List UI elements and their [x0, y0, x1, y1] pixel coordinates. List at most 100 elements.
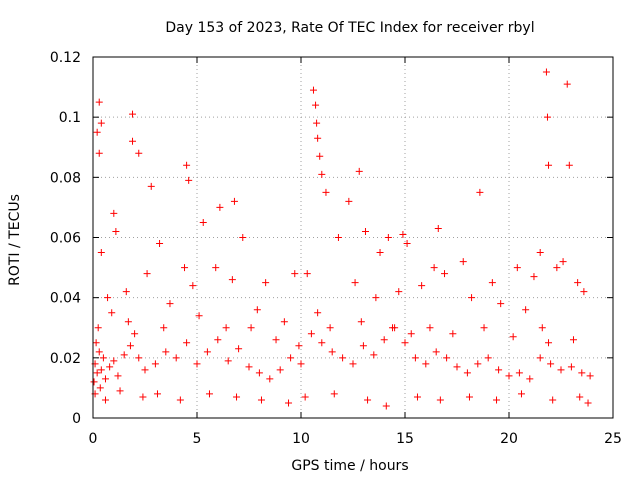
data-point — [303, 270, 311, 278]
data-point — [106, 363, 114, 371]
data-point — [559, 258, 567, 266]
data-point — [430, 264, 438, 272]
data-point — [480, 324, 488, 332]
axis-ticks: 0 5 10 15 20 25 0 0.02 0.04 0.06 0.08 0.1 0.12 — [50, 50, 622, 447]
data-point — [96, 384, 104, 392]
data-point — [110, 209, 118, 217]
data-point — [372, 294, 380, 302]
data-point — [330, 390, 338, 398]
chart-title: Day 153 of 2023, Rate Of TEC Index for r… — [165, 20, 534, 36]
data-point — [104, 294, 112, 302]
y-tick-label: 0.02 — [50, 351, 81, 367]
data-point — [203, 348, 211, 356]
data-point — [526, 375, 534, 383]
data-point — [536, 354, 544, 362]
x-tick-label: 10 — [292, 431, 310, 447]
data-point — [413, 393, 421, 401]
data-point — [355, 167, 363, 175]
data-point — [580, 288, 588, 296]
y-tick-label: 0.08 — [50, 170, 81, 186]
data-point — [189, 282, 197, 290]
y-tick-label: 0.12 — [50, 50, 81, 66]
y-tick-label: 0.06 — [50, 231, 81, 247]
data-point — [547, 360, 555, 368]
data-point — [497, 300, 505, 308]
data-point — [403, 240, 411, 248]
data-point — [376, 249, 384, 257]
data-point — [384, 234, 392, 241]
data-point — [538, 324, 546, 332]
data-point — [199, 218, 207, 226]
data-point — [553, 264, 561, 272]
data-point — [313, 119, 321, 127]
data-point — [339, 354, 347, 362]
data-point — [459, 258, 467, 266]
data-point — [135, 149, 143, 157]
x-tick-label: 0 — [89, 431, 98, 447]
data-point — [515, 369, 523, 377]
data-point — [389, 324, 397, 332]
data-point — [95, 149, 103, 157]
data-point — [141, 366, 149, 374]
data-point — [484, 354, 492, 362]
data-point — [312, 101, 320, 109]
data-point — [172, 354, 180, 362]
data-point — [586, 372, 594, 380]
data-point — [301, 393, 309, 401]
data-point — [530, 273, 538, 281]
data-point — [468, 294, 476, 302]
data-point — [351, 279, 359, 287]
y-tick-label: 0.04 — [50, 291, 81, 307]
data-point — [160, 324, 168, 332]
x-tick-label: 25 — [604, 431, 622, 447]
data-point — [224, 357, 232, 365]
data-point — [314, 134, 322, 142]
data-point — [101, 375, 109, 383]
data-point — [297, 360, 305, 368]
data-point — [95, 98, 103, 106]
data-point — [322, 188, 330, 196]
data-point — [495, 366, 503, 374]
data-point — [245, 363, 253, 371]
data-point — [543, 113, 551, 121]
data-point — [185, 176, 193, 184]
data-point — [139, 393, 147, 401]
data-point — [422, 360, 430, 368]
data-point — [545, 161, 553, 169]
data-point — [359, 342, 367, 350]
data-point — [545, 339, 553, 347]
data-point — [129, 110, 137, 118]
data-point — [370, 351, 378, 359]
data-point — [465, 393, 473, 401]
data-point — [247, 324, 255, 332]
data-point — [309, 86, 317, 94]
data-point — [349, 360, 357, 368]
data-point — [222, 324, 230, 332]
data-point — [166, 300, 174, 308]
data-point — [443, 354, 451, 362]
data-point — [418, 282, 426, 290]
data-point — [326, 324, 334, 332]
y-axis-label: ROTI / TECUs — [7, 194, 23, 286]
data-point — [253, 306, 261, 314]
data-point — [99, 354, 107, 362]
data-point — [116, 387, 124, 395]
data-point — [395, 288, 403, 296]
data-points — [90, 68, 594, 410]
grid-lines — [93, 57, 613, 418]
data-point — [578, 369, 586, 377]
data-point — [517, 390, 525, 398]
data-point — [522, 306, 530, 314]
data-point — [542, 68, 550, 76]
data-point — [291, 270, 299, 278]
data-point — [584, 399, 592, 407]
data-point — [195, 312, 203, 320]
data-point — [143, 270, 151, 278]
data-point — [436, 396, 444, 404]
data-point — [345, 197, 353, 205]
data-point — [549, 396, 557, 404]
data-point — [407, 330, 415, 338]
data-point — [135, 354, 143, 362]
data-point — [399, 230, 407, 238]
